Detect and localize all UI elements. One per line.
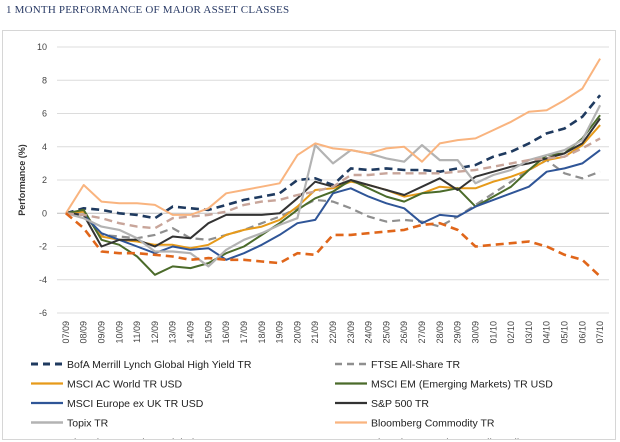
legend-label: FTSE All-Share TR — [371, 359, 460, 371]
series-line-1 — [65, 159, 601, 241]
x-tick-label: 29/09 — [453, 321, 463, 344]
x-tick-label: 10/09 — [114, 321, 124, 344]
x-tick-label: 02/10 — [506, 321, 516, 344]
series-line-4 — [65, 149, 601, 261]
x-tick-label: 28/09 — [435, 321, 445, 344]
x-tick-label: 05/10 — [559, 321, 569, 344]
x-tick-label: 30/09 — [470, 321, 480, 344]
y-tick-label: -2 — [39, 242, 47, 252]
x-tick-label: 08/09 — [79, 321, 89, 344]
y-axis-label: Performance (%) — [17, 144, 27, 216]
x-tick-label: 26/09 — [399, 321, 409, 344]
series-line-7 — [65, 58, 601, 216]
x-tick-label: 15/09 — [203, 321, 213, 344]
series-line-6 — [65, 104, 602, 268]
y-tick-label: 10 — [37, 42, 47, 52]
y-tick-label: 0 — [42, 208, 47, 218]
x-tick-label: 19/09 — [275, 321, 285, 344]
x-tick-label: 07/10 — [595, 321, 605, 344]
x-tick-label: 13/09 — [168, 321, 178, 344]
x-tick-label: 25/09 — [381, 321, 391, 344]
legend-label: S&P 500 TR — [371, 398, 429, 410]
chart-frame: -6 -4 -2 0 2 4 6 8 10 Performance (%) 07/09 08/09 09… — [2, 30, 616, 440]
x-tick-label: 14/09 — [186, 321, 196, 344]
legend-label: Bloomberg Barclays Global Aggregate Corp… — [67, 437, 312, 439]
legend-label: MSCI EM (Emerging Markets) TR USD — [371, 379, 553, 391]
y-tick-label: 2 — [42, 175, 47, 185]
x-tick-label: 24/09 — [364, 321, 374, 344]
x-tick-label: 16/09 — [221, 321, 231, 344]
x-tick-label: 07/09 — [61, 321, 71, 344]
legend-label: MSCI Europe ex UK TR USD — [67, 398, 204, 410]
legend-label: Bloomberg Commodity TR — [371, 418, 495, 430]
series-line-0 — [65, 94, 602, 220]
y-tick-label: 8 — [42, 75, 47, 85]
x-tick-label: 11/09 — [132, 321, 142, 343]
x-tick-label: 06/10 — [577, 321, 587, 344]
x-tick-label: 17/09 — [239, 321, 249, 344]
line-chart: -6 -4 -2 0 2 4 6 8 10 Performance (%) 07/09 08/09 09… — [17, 42, 609, 439]
y-tick-label: -4 — [39, 275, 47, 285]
y-tick-label: 4 — [42, 142, 47, 152]
series-line-3 — [65, 114, 601, 276]
legend-label: Bloomberg Barclays Sterling Gilt TR — [371, 437, 539, 439]
x-tick-label: 27/09 — [417, 321, 427, 344]
series-line-2 — [65, 124, 601, 250]
chart-title: 1 MONTH PERFORMANCE OF MAJOR ASSET CLASS… — [6, 4, 290, 16]
x-tick-label: 21/09 — [310, 321, 320, 344]
legend-label: BofA Merrill Lynch Global High Yield TR — [67, 359, 252, 371]
legend-label: MSCI AC World TR USD — [67, 379, 183, 391]
series-line-9 — [65, 212, 601, 278]
x-tick-label: 03/10 — [524, 321, 534, 344]
x-tick-label: 23/09 — [346, 321, 356, 344]
series-line-8 — [65, 137, 601, 230]
x-tick-label: 22/09 — [328, 321, 338, 344]
x-tick-label: 09/09 — [97, 321, 107, 344]
legend-label: Topix TR — [67, 418, 109, 430]
x-tick-label: 04/10 — [542, 321, 552, 344]
y-tick-label: 6 — [42, 109, 47, 119]
x-tick-label: 12/09 — [150, 321, 160, 344]
x-tick-label: 01/10 — [488, 321, 498, 344]
y-tick-label: -6 — [39, 308, 47, 318]
x-tick-label: 20/09 — [292, 321, 302, 344]
x-tick-label: 18/09 — [257, 321, 267, 344]
